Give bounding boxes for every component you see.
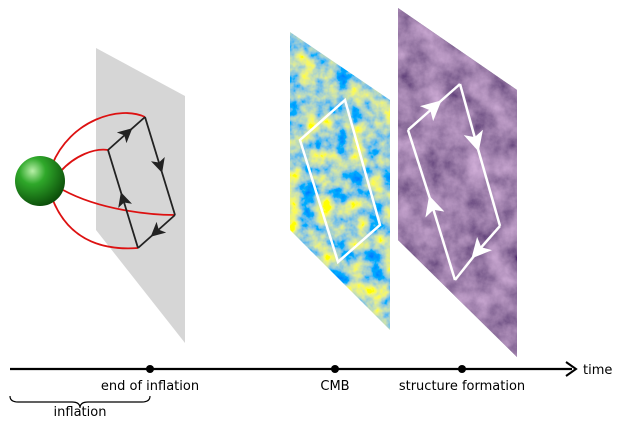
- diagram: time end of inflation CMB structure form…: [0, 0, 618, 422]
- event-dot: [331, 365, 339, 373]
- event-dot: [458, 365, 466, 373]
- cmb-map: [290, 32, 390, 330]
- axis-label: time: [583, 363, 612, 378]
- event-label: end of inflation: [101, 379, 199, 394]
- sphere: [15, 156, 65, 206]
- event-label: CMB: [320, 379, 349, 394]
- period-label: inflation: [54, 405, 107, 420]
- event-dot: [146, 365, 154, 373]
- structure-map: [398, 8, 517, 357]
- plane: [96, 48, 185, 343]
- event-label: structure formation: [399, 379, 525, 394]
